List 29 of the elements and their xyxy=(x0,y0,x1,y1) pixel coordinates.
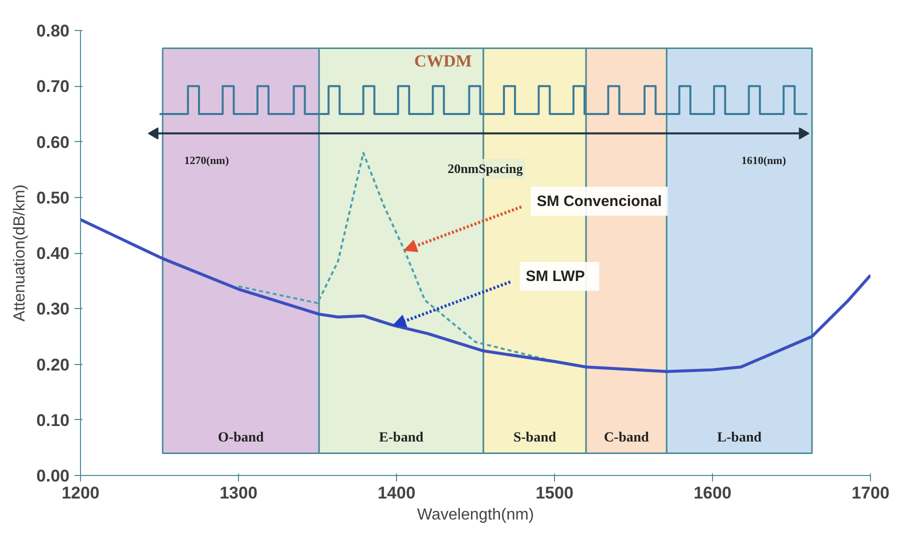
band-label: L-band xyxy=(717,430,762,446)
annotation: SM LWP xyxy=(526,268,585,285)
y-tick-label: 0.10 xyxy=(36,410,70,430)
y-tick-label: 0.40 xyxy=(36,244,70,263)
annotation: CWDM xyxy=(414,52,472,71)
x-tick-label: 1500 xyxy=(536,484,574,502)
annotation: 20nmSpacing xyxy=(448,160,524,176)
annotation: 1270(nm) xyxy=(184,155,230,168)
x-tick-label: 1600 xyxy=(694,484,732,502)
annotation: SM Convencional xyxy=(536,192,662,210)
x-tick-label: 1300 xyxy=(220,484,258,502)
band-label: C-band xyxy=(604,430,650,446)
band-label: S-band xyxy=(513,430,556,446)
x-tick-label: 1200 xyxy=(62,484,100,502)
x-tick-label: 1400 xyxy=(378,484,416,502)
y-tick-label: 0.00 xyxy=(36,466,70,486)
x-axis-title: Wavelength(nm) xyxy=(417,506,534,524)
y-tick-label: 0.30 xyxy=(36,300,70,319)
y-tick-label: 0.70 xyxy=(36,77,70,96)
annotation: 1610(nm) xyxy=(741,155,786,168)
y-tick-label: 0.20 xyxy=(36,355,70,374)
band-label: E-band xyxy=(379,430,424,446)
y-axis-title: Attenuation(dB/km) xyxy=(11,184,28,322)
y-tick-label: 0.50 xyxy=(36,188,70,208)
band-label: O-band xyxy=(218,430,264,446)
y-tick-label: 0.80 xyxy=(36,22,70,40)
line-series xyxy=(80,218,870,373)
x-tick-label: 1700 xyxy=(852,484,890,502)
y-tick-label: 0.60 xyxy=(36,132,70,152)
